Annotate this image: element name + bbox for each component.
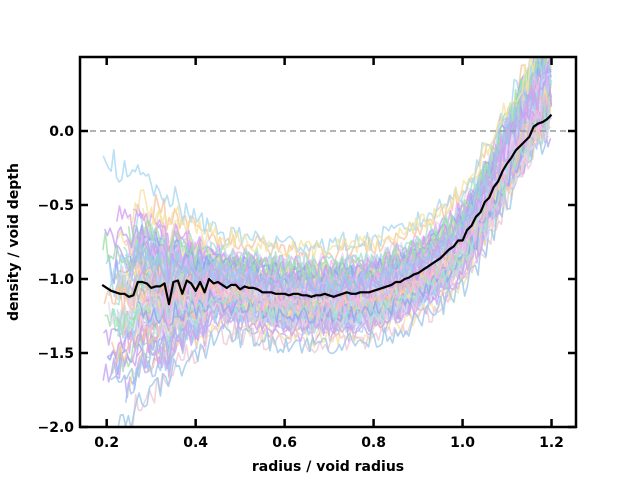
y-axis-label: density / void depth xyxy=(6,163,22,321)
void-profile-line xyxy=(102,57,540,255)
x-tick-label: 1.2 xyxy=(539,435,564,451)
void-profile-line xyxy=(127,57,543,260)
void-profile-line xyxy=(123,96,551,427)
mean-profile xyxy=(101,113,553,306)
x-tick-label: 0.6 xyxy=(272,435,297,451)
x-axis-label: radius / void radius xyxy=(252,459,404,475)
void-profile-line xyxy=(146,57,551,274)
x-tick-label: 0.2 xyxy=(94,435,119,451)
y-tick-label: −0.5 xyxy=(37,198,74,214)
y-tick-label: −1.5 xyxy=(37,346,74,362)
plot-frame xyxy=(78,55,578,429)
individual-profiles xyxy=(102,57,553,427)
void-profile-line xyxy=(136,95,552,369)
void-profile-line xyxy=(103,58,552,302)
y-tick-label: −2.0 xyxy=(37,420,74,436)
x-tick-label: 0.8 xyxy=(361,435,386,451)
axis-ticks: 0.2 0.4 0.6 0.8 1.0 1.2 0.0 −0.5 −1.0 −1.5 −2.0 xyxy=(37,57,576,451)
y-tick-label: 0.0 xyxy=(49,124,74,140)
x-tick-label: 1.0 xyxy=(450,435,475,451)
y-tick-label: −1.0 xyxy=(37,272,74,288)
mean-profile-line xyxy=(101,113,553,306)
void-profile-line xyxy=(141,97,551,328)
void-profile-line xyxy=(117,114,551,427)
x-tick-label: 0.4 xyxy=(183,435,208,451)
